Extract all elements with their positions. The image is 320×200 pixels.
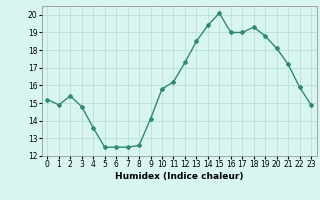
X-axis label: Humidex (Indice chaleur): Humidex (Indice chaleur)	[115, 172, 244, 181]
